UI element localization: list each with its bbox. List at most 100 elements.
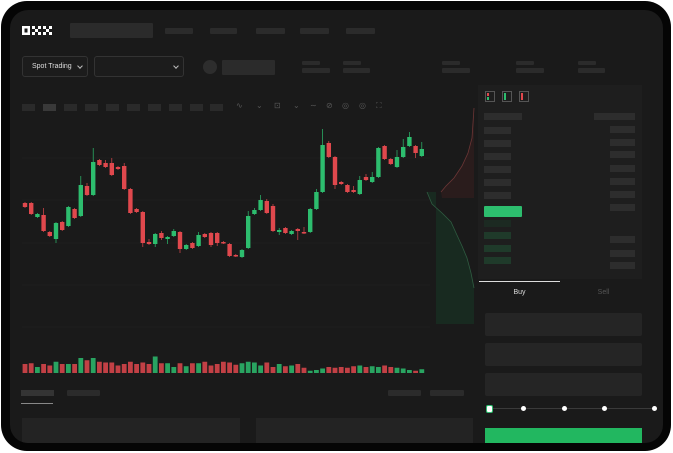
volume-bar bbox=[53, 361, 59, 373]
interval-button[interactable] bbox=[127, 104, 140, 111]
volume-bar bbox=[252, 362, 257, 373]
candle-body bbox=[221, 242, 226, 244]
candle-body bbox=[308, 209, 313, 232]
volume-bar bbox=[84, 360, 90, 373]
orderbook-view-toggles[interactable] bbox=[485, 91, 533, 102]
volume-bar bbox=[165, 363, 170, 373]
volume-bar bbox=[258, 365, 263, 373]
pair-price-placeholder bbox=[222, 60, 275, 75]
indicator-icon[interactable]: ∿ bbox=[236, 101, 243, 110]
nav-item[interactable] bbox=[210, 28, 237, 34]
slider-step-25[interactable] bbox=[521, 406, 526, 411]
volume-bar bbox=[332, 367, 338, 373]
volume-bar bbox=[382, 365, 387, 373]
interval-button[interactable] bbox=[169, 104, 182, 111]
ask-row-price[interactable] bbox=[484, 179, 511, 186]
candle-body bbox=[190, 243, 195, 248]
volume-bar bbox=[419, 369, 425, 373]
ask-row-price[interactable] bbox=[484, 153, 511, 160]
filter-button[interactable] bbox=[430, 390, 464, 396]
percent-slider-handle[interactable] bbox=[486, 405, 493, 413]
volume-bar bbox=[320, 368, 325, 373]
fullscreen-icon[interactable]: ⛶ bbox=[376, 101, 382, 110]
candle-body bbox=[53, 223, 59, 239]
volume-bar bbox=[388, 367, 394, 373]
candle-body bbox=[128, 189, 133, 213]
candlestick-chart[interactable] bbox=[10, 110, 430, 380]
candle-body bbox=[339, 182, 344, 184]
camera-icon[interactable]: ◎ bbox=[342, 101, 349, 110]
ask-row-price[interactable] bbox=[484, 140, 511, 147]
chevron-down-icon bbox=[173, 63, 179, 69]
volume-bar bbox=[47, 365, 53, 373]
stat-value bbox=[302, 68, 330, 73]
row-amount bbox=[610, 204, 635, 211]
tab-open-orders[interactable] bbox=[21, 390, 54, 396]
chevron-down-icon[interactable]: ⌄ bbox=[293, 101, 300, 110]
candle-body bbox=[394, 157, 400, 167]
interval-button[interactable] bbox=[106, 104, 119, 111]
volume-bar bbox=[121, 364, 127, 373]
volume-bar bbox=[345, 367, 350, 373]
chart-type-icon[interactable]: ⌄ bbox=[256, 101, 263, 110]
depth-asks-area bbox=[441, 108, 474, 198]
pair-dropdown[interactable] bbox=[94, 56, 184, 77]
okx-logo[interactable] bbox=[22, 25, 52, 36]
active-tab-underline bbox=[21, 403, 53, 404]
amount-input[interactable] bbox=[485, 343, 642, 366]
interval-button[interactable] bbox=[210, 104, 223, 111]
volume-bar bbox=[208, 365, 214, 373]
candle-body bbox=[419, 149, 424, 156]
candle-body bbox=[66, 207, 71, 226]
slider-step-50[interactable] bbox=[562, 406, 567, 411]
tab-buy[interactable]: Buy bbox=[513, 289, 526, 296]
candle-body bbox=[109, 163, 114, 175]
volume-bar bbox=[66, 364, 71, 373]
nav-item[interactable] bbox=[300, 28, 329, 34]
draw-tool-icon[interactable]: ⊡ bbox=[274, 101, 281, 110]
bid-row-price[interactable] bbox=[484, 245, 511, 252]
slider-step-75[interactable] bbox=[602, 406, 607, 411]
filter-button[interactable] bbox=[388, 390, 421, 396]
slider-step-100[interactable] bbox=[652, 406, 657, 411]
interval-button[interactable] bbox=[85, 104, 98, 111]
candle-body bbox=[246, 216, 251, 248]
ask-row-price[interactable] bbox=[484, 127, 511, 134]
tab-order-history[interactable] bbox=[67, 390, 100, 396]
ask-row-price[interactable] bbox=[484, 166, 511, 173]
last-price-highlight[interactable] bbox=[484, 206, 522, 217]
buy-submit-button[interactable] bbox=[485, 428, 642, 443]
bid-row-price[interactable] bbox=[484, 232, 511, 239]
interval-button-active[interactable] bbox=[43, 104, 56, 111]
interval-button[interactable] bbox=[148, 104, 161, 111]
bid-row-price[interactable] bbox=[484, 257, 511, 264]
tab-sell[interactable]: Sell bbox=[597, 289, 610, 296]
interval-button[interactable] bbox=[190, 104, 203, 111]
bid-row-price[interactable] bbox=[484, 220, 511, 227]
volume-bar bbox=[202, 361, 208, 373]
total-input[interactable] bbox=[485, 373, 642, 396]
interval-button[interactable] bbox=[64, 104, 77, 111]
search-placeholder[interactable] bbox=[70, 23, 153, 38]
nav-item[interactable] bbox=[256, 28, 285, 34]
candle-body bbox=[401, 147, 406, 157]
volume-bar bbox=[41, 364, 46, 373]
candle-body bbox=[196, 235, 201, 246]
interval-button[interactable] bbox=[22, 104, 35, 111]
line-icon[interactable]: ∼ bbox=[310, 101, 317, 110]
ask-row-amount bbox=[610, 151, 635, 158]
volume-bar bbox=[128, 361, 133, 373]
bid-row-amount bbox=[610, 262, 635, 269]
price-input[interactable] bbox=[485, 313, 642, 336]
nav-item[interactable] bbox=[346, 28, 375, 34]
candle-body bbox=[208, 233, 214, 245]
volume-bar bbox=[109, 362, 115, 373]
ask-row-price[interactable] bbox=[484, 192, 511, 199]
trading-mode-dropdown[interactable]: Spot Trading bbox=[22, 56, 88, 77]
nav-item[interactable] bbox=[165, 28, 193, 34]
draw-icon[interactable]: ⊘ bbox=[326, 101, 333, 110]
settings-icon[interactable]: ◎ bbox=[359, 101, 366, 110]
order-card bbox=[22, 418, 240, 443]
percent-slider-track[interactable] bbox=[489, 408, 657, 409]
volume-bar bbox=[245, 361, 251, 373]
